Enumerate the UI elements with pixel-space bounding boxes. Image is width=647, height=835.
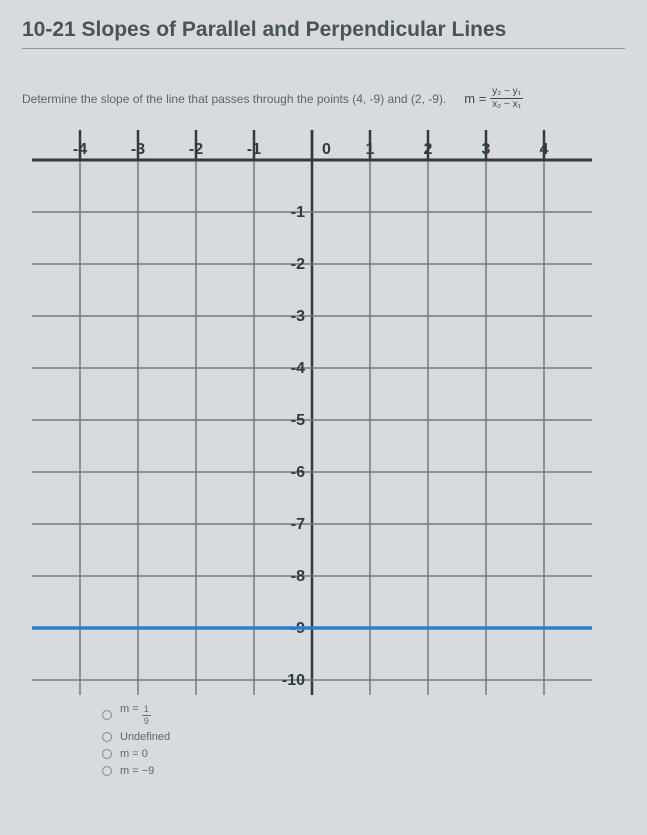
option-3[interactable]: m = 0: [102, 748, 625, 760]
svg-text:-5: -5: [291, 412, 305, 429]
svg-text:-4: -4: [73, 141, 87, 158]
radio-icon: [102, 732, 112, 742]
x-ticks: [80, 130, 544, 160]
title-underline: [22, 48, 625, 49]
prompt-row: Determine the slope of the line that pas…: [22, 87, 625, 110]
svg-text:4: 4: [540, 141, 549, 158]
page-title: 10-21 Slopes of Parallel and Perpendicul…: [22, 18, 625, 42]
svg-text:-2: -2: [291, 256, 305, 273]
option-label: m = 0: [120, 748, 148, 760]
svg-text:1: 1: [366, 141, 375, 158]
svg-text:-3: -3: [131, 141, 145, 158]
svg-text:-4: -4: [291, 360, 305, 377]
formula-denominator: x₂ − x₁: [490, 99, 523, 110]
svg-text:2: 2: [424, 141, 433, 158]
svg-text:-7: -7: [291, 516, 305, 533]
y-labels: -1 -2 -3 -4 -5 -6 -7 -8 -9 -10: [282, 204, 305, 689]
radio-icon: [102, 710, 112, 720]
svg-text:-6: -6: [291, 464, 305, 481]
coordinate-graph: -4 -3 -2 -1 0 1 2 3 4 -1 -2 -3 -4 -5 -6 …: [32, 120, 592, 695]
svg-text:3: 3: [482, 141, 491, 158]
svg-text:-1: -1: [247, 141, 261, 158]
option-label: Undefined: [120, 731, 170, 743]
formula-lhs: m =: [464, 91, 486, 106]
svg-text:-10: -10: [282, 672, 305, 689]
svg-text:0: 0: [322, 141, 331, 158]
option-2[interactable]: Undefined: [102, 731, 625, 743]
grid-vertical: [80, 130, 544, 695]
svg-text:-1: -1: [291, 204, 305, 221]
option-4[interactable]: m = −9: [102, 765, 625, 777]
radio-icon: [102, 766, 112, 776]
graph-svg: -4 -3 -2 -1 0 1 2 3 4 -1 -2 -3 -4 -5 -6 …: [32, 120, 592, 695]
option-1[interactable]: m = 19: [102, 703, 625, 726]
svg-text:-8: -8: [291, 568, 305, 585]
formula-fraction: y₂ − y₁ x₂ − x₁: [490, 87, 523, 110]
x-labels: -4 -3 -2 -1 0 1 2 3 4: [73, 141, 549, 158]
option-label: m = 19: [120, 703, 151, 726]
radio-icon: [102, 749, 112, 759]
svg-text:-2: -2: [189, 141, 203, 158]
formula-numerator: y₂ − y₁: [490, 87, 523, 99]
option-label: m = −9: [120, 765, 154, 777]
slope-formula: m = y₂ − y₁ x₂ − x₁: [464, 87, 523, 110]
answer-options: m = 19 Undefined m = 0 m = −9: [102, 703, 625, 777]
svg-text:-3: -3: [291, 308, 305, 325]
question-prompt: Determine the slope of the line that pas…: [22, 92, 446, 106]
